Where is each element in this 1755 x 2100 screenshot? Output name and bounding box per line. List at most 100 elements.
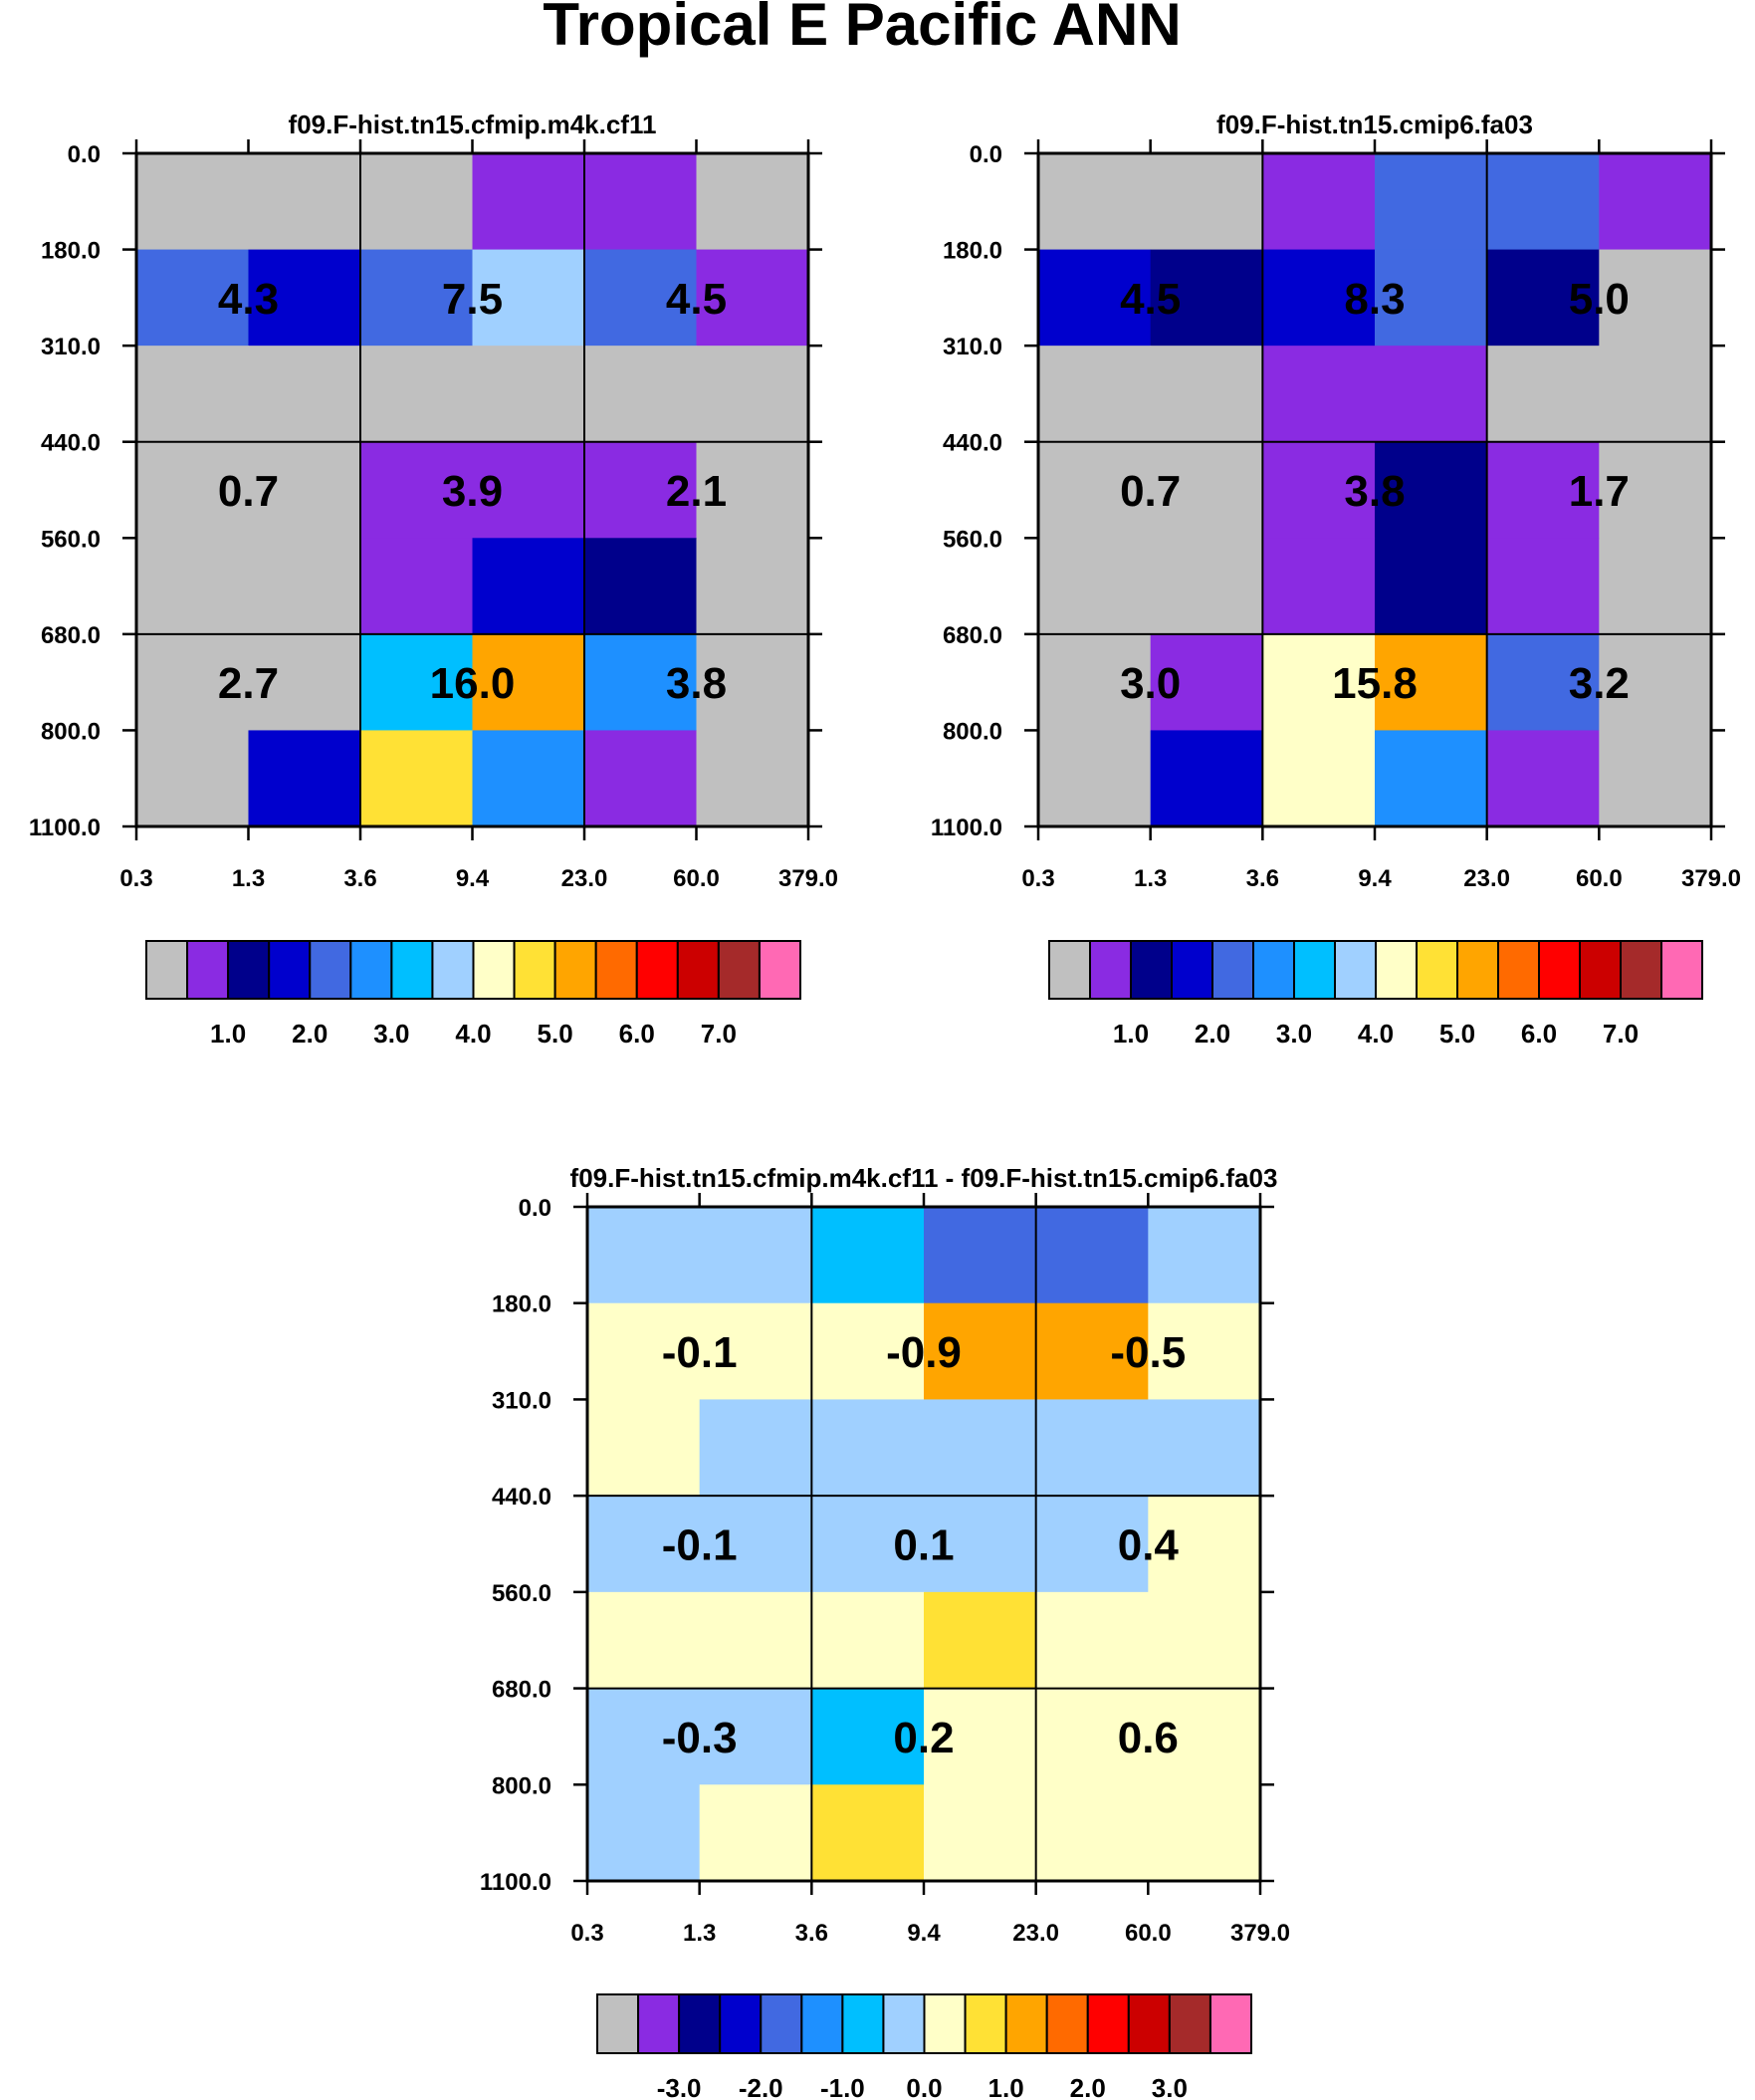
- x-tick-label: 9.4: [456, 865, 490, 892]
- heatmap-cell: [699, 1302, 812, 1400]
- y-tick-label: 560.0: [943, 526, 1002, 553]
- colorbar-swatch: [1208, 1993, 1252, 2054]
- heatmap-cell: [1148, 1302, 1261, 1400]
- heatmap-cell: [1038, 538, 1152, 635]
- y-tick-label: 440.0: [943, 430, 1002, 457]
- colorbar-swatch: [594, 940, 638, 1000]
- heatmap-cell: [811, 1207, 925, 1304]
- value-label: 2.1: [666, 467, 727, 516]
- heatmap-cell: [1035, 1302, 1149, 1400]
- heatmap-cell: [360, 249, 473, 347]
- value-label: 2.7: [218, 659, 279, 708]
- heatmap-cell: [1035, 1591, 1149, 1690]
- colorbar-label: 3.0: [373, 1019, 409, 1049]
- colorbar-label: 1.0: [988, 2073, 1024, 2100]
- colorbar-swatch: [1089, 940, 1132, 1000]
- heatmap-cell: [1599, 633, 1712, 731]
- colorbar-label: -1.0: [820, 2073, 865, 2100]
- colorbar-label: 4.0: [455, 1019, 491, 1049]
- heatmap-cell: [360, 730, 473, 827]
- colorbar-swatch: [596, 1993, 640, 2054]
- colorbar-label: 4.0: [1358, 1019, 1394, 1049]
- value-label: 7.5: [442, 275, 503, 324]
- heatmap-cell: [699, 1496, 812, 1593]
- heatmap-cell: [1035, 1399, 1149, 1497]
- colorbar-swatch: [717, 940, 761, 1000]
- heatmap-cell: [1486, 633, 1600, 731]
- heatmap-cell: [1150, 441, 1263, 539]
- heatmap-cell: [472, 633, 585, 731]
- colorbar-swatch: [431, 940, 475, 1000]
- heatmap-cell: [248, 633, 361, 731]
- colorbar-swatch: [1171, 940, 1213, 1000]
- heatmap-cell: [1262, 346, 1376, 443]
- value-label: 0.7: [1120, 467, 1181, 516]
- value-label: 5.0: [1569, 275, 1630, 324]
- colorbar-swatch: [1538, 940, 1581, 1000]
- value-label: 3.9: [442, 467, 503, 516]
- heatmap-cell: [136, 633, 249, 731]
- colorbar-swatch: [553, 940, 597, 1000]
- heatmap-cell: [811, 1591, 925, 1690]
- heatmap-cell: [587, 1784, 701, 1882]
- value-label: 3.8: [666, 659, 727, 708]
- colorbar-swatch: [268, 940, 312, 1000]
- heatmap-cell: [924, 1784, 1037, 1882]
- heatmap-cell: [472, 538, 585, 635]
- colorbar-swatch: [678, 1993, 722, 2054]
- value-label: 3.0: [1120, 659, 1181, 708]
- x-tick-label: 379.0: [778, 865, 838, 892]
- heatmap-cell: [924, 1496, 1037, 1593]
- colorbar-label: 5.0: [1439, 1019, 1475, 1049]
- value-label: 4.3: [218, 275, 279, 324]
- x-tick-label: 3.6: [1246, 865, 1279, 892]
- colorbar-swatch: [1497, 940, 1540, 1000]
- heatmap-cell: [696, 633, 809, 731]
- value-label: -0.3: [662, 1714, 738, 1762]
- heatmap-cell: [587, 1207, 701, 1304]
- heatmap-cell: [248, 441, 361, 539]
- heatmap-cell: [1035, 1496, 1149, 1593]
- x-tick-label: 9.4: [1358, 865, 1392, 892]
- colorbar-label: -3.0: [657, 2073, 702, 2100]
- value-label: 0.1: [893, 1521, 954, 1570]
- heatmap-cell: [696, 346, 809, 443]
- heatmap-cell: [1262, 730, 1376, 827]
- heatmap-cell: [1150, 730, 1263, 827]
- y-tick-label: 0.0: [68, 141, 101, 168]
- heatmap-cell: [584, 538, 697, 635]
- y-tick-label: 1100.0: [29, 815, 101, 841]
- heatmap-cell: [1038, 633, 1152, 731]
- value-label: 8.3: [1344, 275, 1405, 324]
- heatmap-cell: [248, 249, 361, 347]
- colorbar-swatch: [1211, 940, 1254, 1000]
- heatmap-cell: [1148, 1591, 1261, 1690]
- colorbar-swatch: [1168, 1993, 1211, 2054]
- colorbar-swatch: [513, 940, 556, 1000]
- heatmap-cell: [811, 1399, 925, 1497]
- panel-title: f09.F-hist.tn15.cmip6.fa03: [1216, 110, 1533, 139]
- heatmap-cell: [1038, 730, 1152, 827]
- y-tick-label: 180.0: [492, 1291, 551, 1318]
- panel-diff: f09.F-hist.tn15.cfmip.m4k.cf11 - f09.F-h…: [480, 1163, 1290, 2100]
- colorbar-label: 5.0: [538, 1019, 573, 1049]
- heatmap-cell: [1262, 538, 1376, 635]
- value-label: -0.5: [1110, 1328, 1186, 1377]
- y-tick-label: 310.0: [492, 1387, 551, 1414]
- heatmap-cell: [1038, 441, 1152, 539]
- y-tick-label: 800.0: [943, 718, 1002, 745]
- colorbar-swatch: [719, 1993, 763, 2054]
- colorbar-swatch: [1293, 940, 1336, 1000]
- colorbar-label: 1.0: [1113, 1019, 1149, 1049]
- colorbar-swatch: [1252, 940, 1295, 1000]
- y-tick-label: 310.0: [41, 334, 101, 360]
- y-tick-label: 440.0: [41, 430, 101, 457]
- colorbar-swatch: [1045, 1993, 1089, 2054]
- heatmap-cell: [1148, 1207, 1261, 1304]
- heatmap-cell: [587, 1399, 701, 1497]
- colorbar-label: 2.0: [1070, 2073, 1106, 2100]
- heatmap-cell: [699, 1591, 812, 1690]
- heatmap-cell: [584, 441, 697, 539]
- y-tick-label: 680.0: [492, 1677, 551, 1704]
- heatmap-cell: [136, 441, 249, 539]
